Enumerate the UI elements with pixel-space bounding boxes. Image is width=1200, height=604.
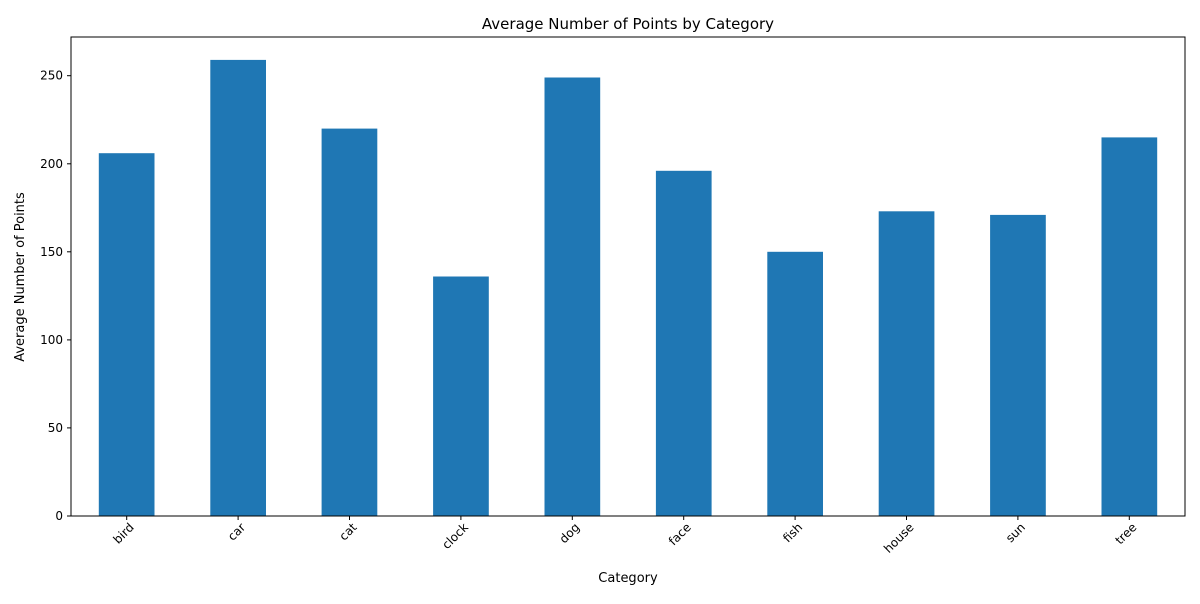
- bar-house: [878, 211, 935, 517]
- y-tick-label: 150: [40, 245, 63, 259]
- y-tick-label: 200: [40, 157, 63, 171]
- bar-car: [210, 59, 266, 517]
- x-tick-label: face: [666, 520, 694, 548]
- bar-cat: [321, 128, 378, 516]
- y-axis-ticks: 0 50 100 150 200 250: [40, 69, 71, 523]
- bar-tree: [1101, 137, 1158, 516]
- x-tick-label: cat: [337, 520, 360, 543]
- x-tick-label: clock: [439, 520, 471, 552]
- x-tick-label: dog: [557, 520, 583, 546]
- y-tick-label: 0: [55, 509, 63, 523]
- x-tick-label: bird: [110, 520, 136, 546]
- x-axis-ticks: bird car cat clock dog face fish house sun tree: [110, 516, 1139, 556]
- x-tick-label: fish: [780, 520, 805, 545]
- y-axis-label: Average Number of Points: [13, 192, 28, 362]
- y-tick-label: 250: [40, 69, 63, 83]
- bars-layer: [98, 59, 1158, 517]
- y-tick-label: 100: [40, 333, 63, 347]
- x-tick-label: house: [881, 520, 916, 555]
- chart-title: Average Number of Points by Category: [482, 15, 774, 33]
- plot-frame: [70, 36, 1186, 517]
- bar-clock: [433, 276, 489, 516]
- x-tick-label: car: [225, 520, 248, 543]
- bar-bird: [98, 153, 155, 516]
- x-tick-label: sun: [1003, 520, 1028, 545]
- x-axis-label: Category: [598, 571, 658, 586]
- y-tick-label: 50: [48, 421, 63, 435]
- bar-sun: [990, 214, 1046, 516]
- bar-face: [655, 170, 712, 517]
- bar-fish: [767, 251, 823, 517]
- bar-dog: [544, 77, 601, 516]
- x-tick-label: tree: [1112, 520, 1139, 547]
